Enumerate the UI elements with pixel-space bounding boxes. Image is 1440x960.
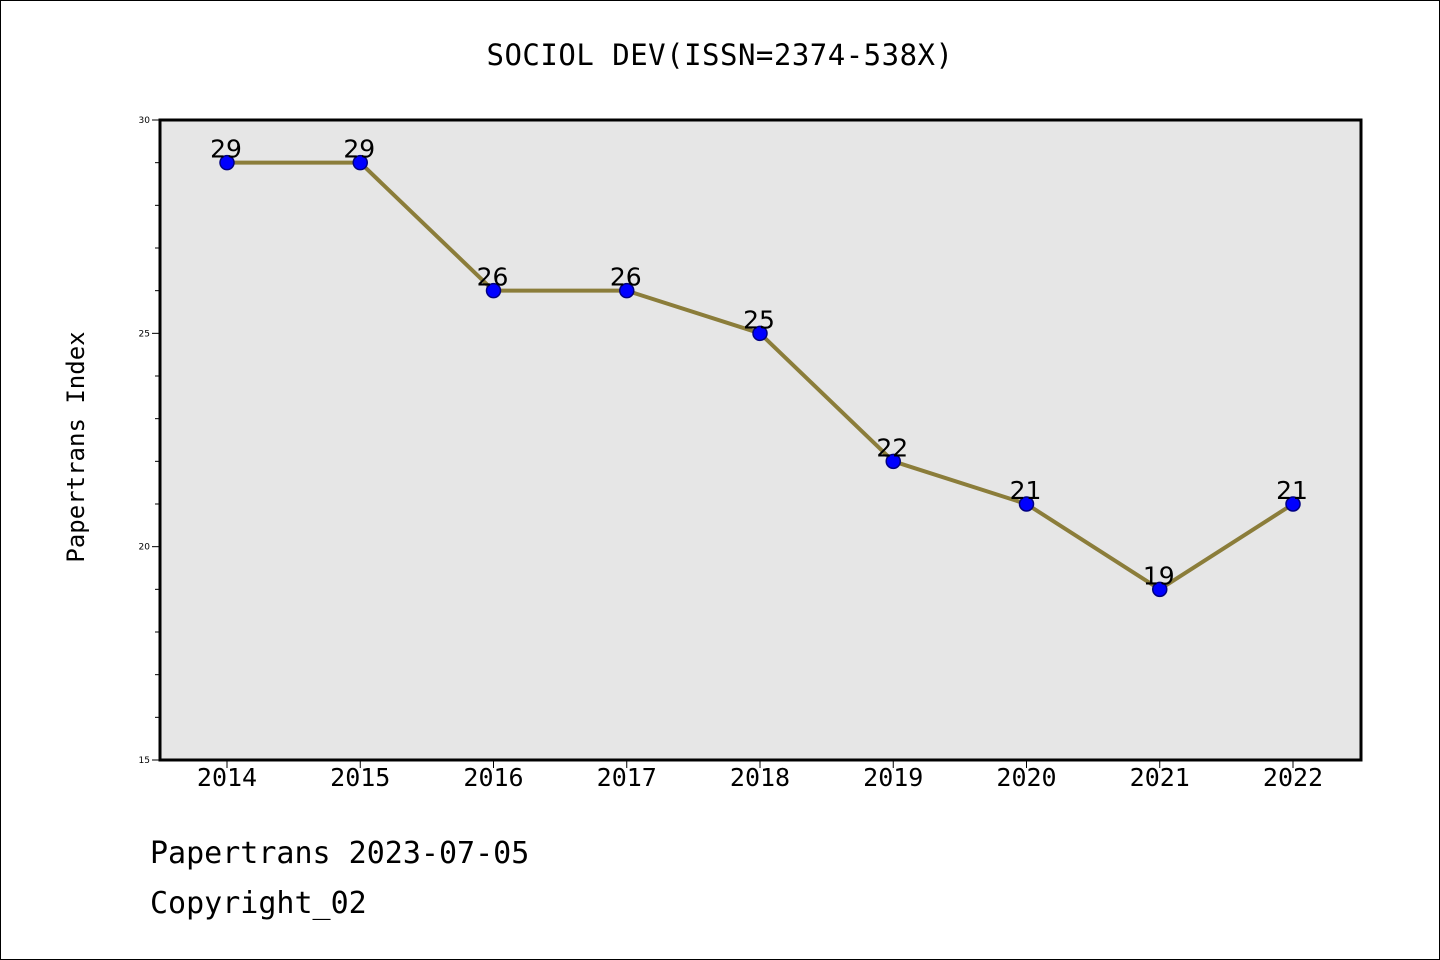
y-tick-label: 15: [139, 756, 150, 766]
data-label: 26: [477, 263, 509, 292]
x-tick-label: 2020: [996, 763, 1056, 792]
data-point: [352, 154, 368, 171]
data-point: [485, 282, 502, 299]
x-tick-label: 2014: [197, 763, 257, 792]
footer-date: Papertrans 2023-07-05: [150, 836, 530, 871]
data-label: 29: [210, 135, 242, 164]
x-tick-label: 2018: [730, 763, 790, 792]
plot-border: [158, 118, 1363, 762]
data-point: [1152, 581, 1168, 598]
x-tick-label: 2019: [863, 763, 923, 792]
data-label: 26: [610, 263, 642, 292]
x-tick-label: 2022: [1263, 763, 1323, 792]
data-point: [1285, 496, 1301, 512]
x-tick-label: 2021: [1130, 763, 1190, 792]
data-label: 29: [343, 135, 375, 164]
data-point: [885, 453, 901, 470]
data-label: 21: [1276, 476, 1308, 505]
data-label: 21: [1010, 476, 1042, 505]
data-point: [219, 154, 235, 171]
y-axis-ticks: 15 20 25 30: [139, 116, 160, 766]
x-tick-label: 2016: [463, 763, 523, 792]
data-label: 19: [1143, 561, 1175, 590]
y-axis-label: Papertrans Index: [62, 331, 90, 562]
data-label: 22: [876, 433, 908, 462]
data-point: [752, 325, 768, 342]
y-tick-label: 20: [139, 543, 151, 553]
data-point: [1018, 496, 1035, 512]
series-layer: 29 29 26 26 25 22 21 19 21: [210, 135, 1308, 598]
chart-title: SOCIOL DEV(ISSN=2374-538X): [486, 38, 954, 72]
plot-area: [160, 120, 1361, 760]
x-axis-ticks: 2014 2015 2016 2017 2018 2019 2020 2021 2022: [197, 760, 1323, 792]
x-tick-label: 2015: [330, 763, 390, 792]
data-point: [619, 282, 635, 299]
y-tick-label: 30: [139, 116, 151, 126]
y-tick-label: 25: [139, 329, 150, 339]
footer-copyright: Copyright_02: [150, 886, 367, 921]
x-tick-label: 2017: [597, 763, 657, 792]
data-label: 25: [743, 305, 775, 334]
